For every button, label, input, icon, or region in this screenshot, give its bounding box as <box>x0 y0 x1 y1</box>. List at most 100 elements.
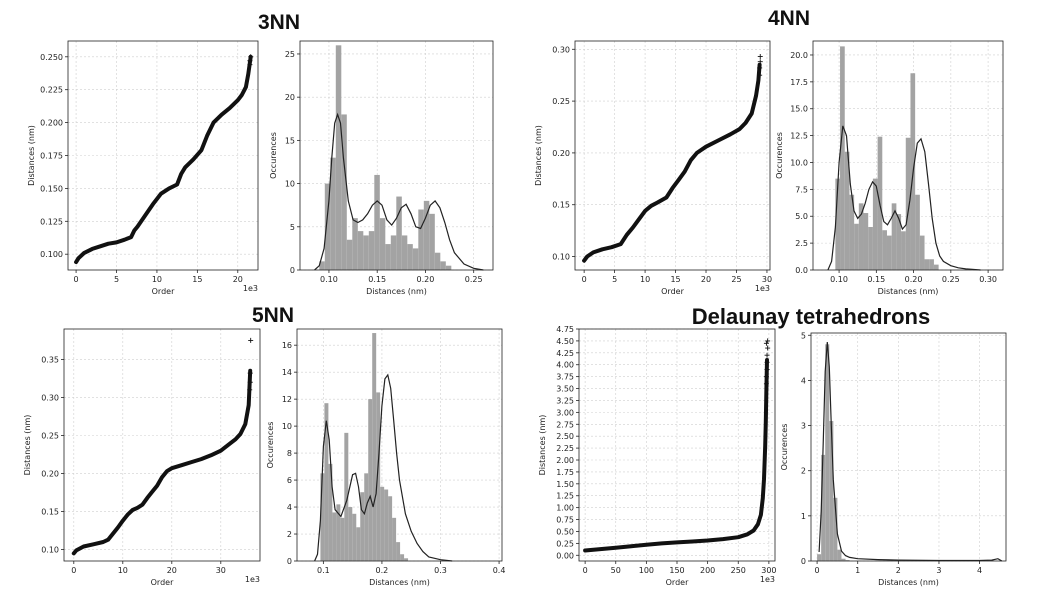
histogram-bar <box>374 174 380 270</box>
y-tick-label: 5 <box>290 223 295 232</box>
chart-3-histogram: 0 1 2 3 4 0 1 2 3 4 5 Distances (nm) Occurences <box>780 331 1007 587</box>
histogram-bar <box>352 513 357 561</box>
panel-title-4nn: 4NN <box>768 7 810 30</box>
y-tick-label: 0.20 <box>552 149 570 158</box>
y-tick-label: 15.0 <box>790 105 808 114</box>
outlier-marker <box>763 374 769 380</box>
outlier-marker <box>247 379 253 385</box>
y-tick-label: 0.35 <box>41 355 59 364</box>
y-axis-label: Distances (nm) <box>23 415 32 476</box>
y-tick-label: 0.50 <box>556 527 574 536</box>
histogram-bar <box>829 421 834 561</box>
outlier-marker <box>248 54 254 60</box>
y-tick-label: 3.25 <box>556 396 574 405</box>
histogram-bar <box>346 239 353 270</box>
histogram-bar <box>380 486 385 561</box>
x-tick-label: 0.2 <box>376 566 389 575</box>
outlier-marker <box>757 59 763 65</box>
x-tick-label: 10 <box>118 566 128 575</box>
y-tick-label: 0 <box>287 557 292 566</box>
histogram-bar <box>392 517 397 561</box>
x-tick-label: 0.4 <box>493 566 506 575</box>
panel-title-delaunay: Delaunay tetrahedrons <box>692 304 930 329</box>
histogram-bar <box>368 231 375 270</box>
y-tick-label: 17.5 <box>790 78 808 87</box>
outlier-marker <box>765 338 771 344</box>
y-tick-label: 0.30 <box>41 393 59 402</box>
y-tick-label: 0.20 <box>41 470 59 479</box>
panel-title-5nn: 5NN <box>252 304 294 327</box>
histogram-bar <box>901 231 906 270</box>
histogram-bar <box>845 560 850 561</box>
outlier-marker <box>763 340 769 346</box>
y-tick-label: 0.30 <box>552 45 570 54</box>
x-tick-label: 100 <box>639 566 654 575</box>
histogram-bar <box>429 213 435 270</box>
plot-frame <box>810 332 1007 562</box>
chart-2-histogram: 0.1 0.2 0.3 0.4 0 2 4 6 8 10 12 14 16 Distances (nm) O… <box>266 328 506 587</box>
x-tick-label: 150 <box>669 566 684 575</box>
chart-2-ordered-distances: 0 10 20 30 0.10 0.15 0.20 0.25 0.30 0.35 Order Dist… <box>23 328 261 587</box>
histogram-bar <box>396 196 402 270</box>
histogram-bar <box>886 235 892 270</box>
chart-grid: 0 5 10 15 200.1000.1250.1500.1750.2000.2250.… <box>23 40 1007 587</box>
x-tick-label: 2 <box>896 566 901 575</box>
x-axis-label: Order <box>152 287 175 296</box>
outlier-marker <box>757 54 763 60</box>
histogram-bar <box>364 473 369 561</box>
x-tick-label: 0.3 <box>434 566 447 575</box>
histogram-bar <box>348 507 353 561</box>
plot-frame <box>296 328 503 562</box>
y-tick-label: 20 <box>285 93 295 102</box>
x-tick-label: 0.10 <box>830 275 848 284</box>
histogram-bar <box>837 549 842 561</box>
histogram-bar <box>817 554 822 561</box>
y-tick-label: 0.250 <box>40 53 63 62</box>
y-tick-label: 0.150 <box>40 184 63 193</box>
y-tick-label: 0.15 <box>552 201 570 210</box>
histogram-bar <box>434 252 441 270</box>
chart-0-ordered-distances: 0 5 10 15 20 0.100 0.125 0.150 0.175 0.200 0.225 0.… <box>27 40 259 296</box>
y-tick-label: 0.25 <box>552 97 570 106</box>
panel-title-3nn: 3NN <box>258 11 300 34</box>
y-axis-label: Distances (nm) <box>27 125 36 186</box>
x-tick-label: 10 <box>152 275 162 284</box>
y-tick-label: 2 <box>801 467 806 476</box>
outlier-marker <box>247 370 253 376</box>
y-tick-label: 6 <box>287 476 292 485</box>
histogram-bar <box>320 473 325 561</box>
histogram-bar <box>335 45 342 270</box>
y-tick-label: 0.15 <box>41 508 59 517</box>
kde-curve <box>314 373 453 562</box>
histogram-bar <box>825 344 830 561</box>
y-tick-label: 2 <box>287 530 292 539</box>
histogram-bar <box>868 226 873 270</box>
y-tick-label: 8 <box>287 449 292 458</box>
histogram-bar <box>388 496 393 561</box>
y-tick-label: 16 <box>282 341 292 350</box>
outlier-marker <box>765 345 771 351</box>
x-tick-label: 4 <box>977 566 982 575</box>
y-tick-label: 5 <box>801 331 806 340</box>
histogram-bar <box>407 244 413 270</box>
y-tick-label: 3.75 <box>556 373 574 382</box>
x-tick-label: 15 <box>192 275 202 284</box>
x-tick-label: 30 <box>762 275 772 284</box>
histogram-bar <box>332 512 337 561</box>
x-tick-label: 0.15 <box>867 275 885 284</box>
y-axis-label: Occurences <box>266 422 275 469</box>
histogram-bar <box>844 151 850 270</box>
ordered-distance-line <box>71 368 253 556</box>
histogram-bar <box>924 259 930 270</box>
histogram-bar <box>328 463 333 561</box>
y-tick-label: 1 <box>801 512 806 521</box>
y-tick-label: 10.0 <box>790 158 808 167</box>
x-axis-label: Distances (nm) <box>369 578 430 587</box>
y-tick-label: 4.75 <box>556 325 574 334</box>
ordered-distance-line <box>582 62 762 263</box>
y-tick-label: 0.10 <box>552 253 570 262</box>
x-offset-text: 1e3 <box>760 575 775 584</box>
x-tick-label: 0 <box>74 275 79 284</box>
y-tick-label: 14 <box>282 368 292 377</box>
x-tick-label: 0 <box>71 566 76 575</box>
